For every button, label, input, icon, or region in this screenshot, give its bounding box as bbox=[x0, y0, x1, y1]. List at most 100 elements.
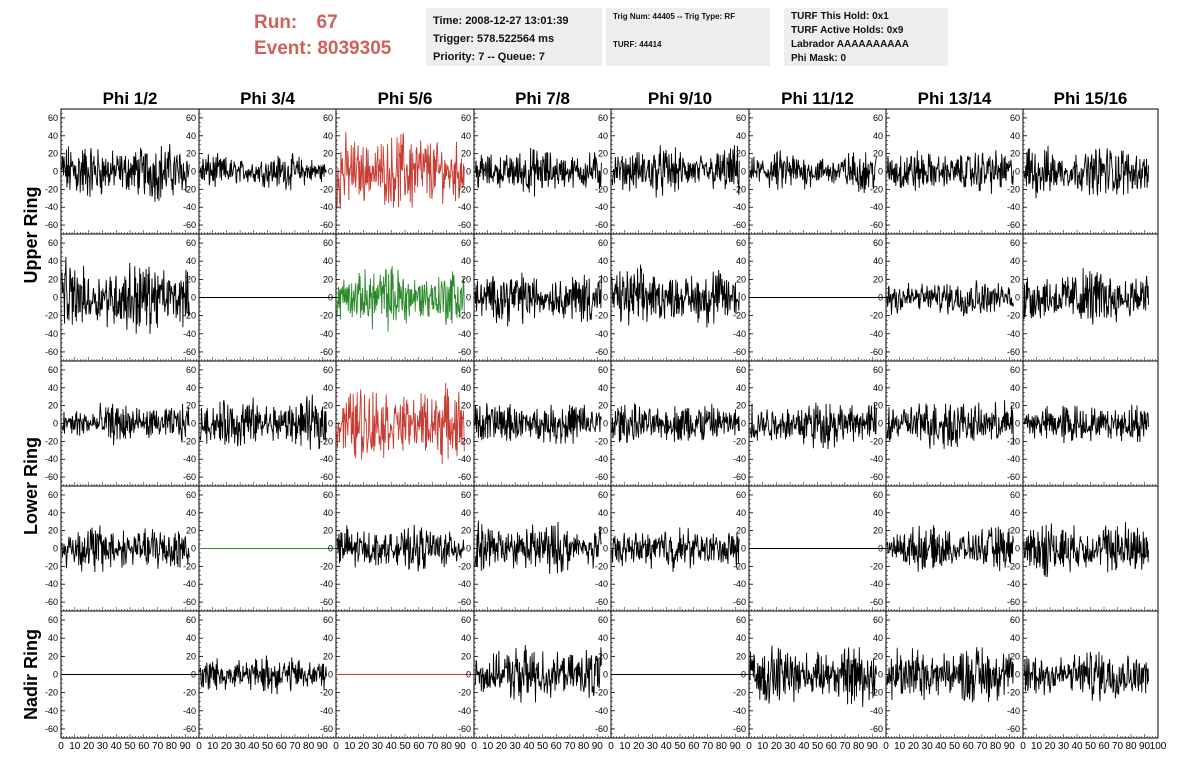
y-tick-label: -40 bbox=[320, 202, 333, 212]
x-tick-label: 100 bbox=[1150, 741, 1167, 752]
y-tick-label: 40 bbox=[598, 508, 608, 518]
y-tick-label: 60 bbox=[873, 615, 883, 625]
y-tick-label: 20 bbox=[323, 401, 333, 411]
y-tick-label: -20 bbox=[595, 688, 608, 698]
waveform-trace bbox=[749, 645, 877, 708]
y-tick-label: 20 bbox=[873, 149, 883, 159]
x-tick-label: 30 bbox=[235, 741, 247, 752]
y-tick-label: 0 bbox=[53, 293, 58, 303]
y-tick-label: -60 bbox=[733, 220, 746, 230]
x-tick-label: 30 bbox=[372, 741, 384, 752]
y-tick-label: -40 bbox=[183, 329, 196, 339]
y-tick-label: -60 bbox=[870, 347, 883, 357]
y-tick-label: 40 bbox=[736, 256, 746, 266]
y-tick-label: 60 bbox=[323, 490, 333, 500]
y-tick-label: -20 bbox=[45, 184, 58, 194]
trigger-text: Trigger: 578.522564 ms bbox=[433, 33, 555, 45]
y-tick-label: 0 bbox=[328, 419, 333, 429]
waveform-trace bbox=[474, 520, 602, 574]
y-tick-label: -60 bbox=[320, 220, 333, 230]
event-value: 8039305 bbox=[317, 38, 392, 59]
y-tick-label: -20 bbox=[733, 184, 746, 194]
y-tick-label: -60 bbox=[320, 472, 333, 482]
y-tick-label: -20 bbox=[183, 561, 196, 571]
x-tick-label: 80 bbox=[990, 741, 1002, 752]
y-tick-label: 20 bbox=[48, 401, 58, 411]
x-tick-label: 10 bbox=[482, 741, 494, 752]
column-label: Phi 11/12 bbox=[781, 89, 854, 108]
y-tick-label: 0 bbox=[741, 293, 746, 303]
waveform-trace bbox=[611, 264, 740, 328]
y-tick-label: 0 bbox=[603, 419, 608, 429]
x-tick-label: 70 bbox=[152, 741, 164, 752]
y-tick-label: 60 bbox=[461, 365, 471, 375]
y-tick-label: -20 bbox=[458, 311, 471, 321]
y-tick-label: -20 bbox=[183, 436, 196, 446]
y-tick-label: 0 bbox=[741, 544, 746, 554]
y-tick-label: -40 bbox=[320, 579, 333, 589]
waveform-trace bbox=[199, 655, 327, 695]
y-tick-label: -20 bbox=[870, 436, 883, 446]
y-tick-label: -20 bbox=[45, 436, 58, 446]
y-tick-label: 20 bbox=[1010, 274, 1020, 284]
x-tick-label: 70 bbox=[564, 741, 576, 752]
y-tick-label: -40 bbox=[458, 329, 471, 339]
x-tick-label: 90 bbox=[455, 741, 467, 752]
x-tick-label: 10 bbox=[344, 741, 356, 752]
y-tick-label: -20 bbox=[458, 688, 471, 698]
y-tick-label: 0 bbox=[878, 544, 883, 554]
y-tick-label: -20 bbox=[1007, 688, 1020, 698]
y-tick-label: -40 bbox=[870, 329, 883, 339]
y-tick-label: 0 bbox=[328, 544, 333, 554]
x-tick-label: 40 bbox=[935, 741, 947, 752]
run-label-text: Run: bbox=[254, 12, 298, 33]
y-tick-label: 20 bbox=[736, 401, 746, 411]
y-tick-label: 40 bbox=[461, 633, 471, 643]
x-tick-label: 40 bbox=[1071, 741, 1083, 752]
y-tick-label: -20 bbox=[458, 436, 471, 446]
y-tick-label: 40 bbox=[323, 131, 333, 141]
x-tick-label: 20 bbox=[221, 741, 233, 752]
x-tick-label: 30 bbox=[647, 741, 659, 752]
y-tick-label: -20 bbox=[595, 311, 608, 321]
y-tick-label: -40 bbox=[458, 706, 471, 716]
waveform-trace bbox=[61, 525, 190, 573]
waveform-trace bbox=[611, 403, 740, 444]
y-tick-label: 60 bbox=[323, 365, 333, 375]
waveform-trace bbox=[749, 150, 877, 194]
y-tick-label: 20 bbox=[1010, 401, 1020, 411]
y-tick-label: -60 bbox=[733, 472, 746, 482]
waveform-trace bbox=[1023, 268, 1149, 325]
column-label: Phi 13/14 bbox=[918, 89, 992, 108]
y-tick-label: 60 bbox=[736, 490, 746, 500]
y-tick-label: -20 bbox=[183, 688, 196, 698]
y-tick-label: 20 bbox=[186, 651, 196, 661]
x-tick-label: 0 bbox=[196, 741, 202, 752]
x-tick-label: 30 bbox=[922, 741, 934, 752]
y-tick-label: -40 bbox=[320, 454, 333, 464]
row-group-label: Upper Ring bbox=[21, 187, 41, 284]
y-tick-label: 0 bbox=[191, 670, 196, 680]
y-tick-label: 40 bbox=[873, 383, 883, 393]
y-tick-label: 40 bbox=[186, 131, 196, 141]
y-tick-label: -40 bbox=[733, 454, 746, 464]
y-tick-label: 40 bbox=[873, 256, 883, 266]
y-tick-label: -60 bbox=[733, 597, 746, 607]
x-tick-label: 50 bbox=[537, 741, 549, 752]
waveform-trace bbox=[336, 524, 465, 572]
y-tick-label: 40 bbox=[186, 383, 196, 393]
x-tick-label: 90 bbox=[730, 741, 742, 752]
y-tick-label: 60 bbox=[48, 490, 58, 500]
waveform-trace bbox=[1023, 651, 1149, 702]
y-tick-label: -60 bbox=[183, 472, 196, 482]
x-tick-label: 20 bbox=[771, 741, 783, 752]
x-tick-label: 20 bbox=[633, 741, 645, 752]
y-tick-label: -20 bbox=[733, 311, 746, 321]
y-tick-label: -20 bbox=[183, 184, 196, 194]
y-tick-label: 20 bbox=[598, 401, 608, 411]
x-tick-label: 50 bbox=[1085, 741, 1097, 752]
y-tick-label: -20 bbox=[870, 184, 883, 194]
y-tick-label: 40 bbox=[736, 131, 746, 141]
y-tick-label: -40 bbox=[45, 202, 58, 212]
y-tick-label: -20 bbox=[320, 311, 333, 321]
